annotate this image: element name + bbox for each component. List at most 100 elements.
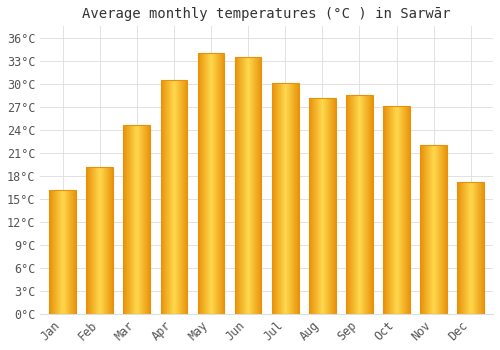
Bar (110, 167, 111, 314)
Bar (218, 53, 219, 314)
Bar (404, 106, 406, 314)
Bar (133, 125, 134, 314)
Bar (459, 182, 460, 314)
Bar (222, 53, 223, 314)
Bar (176, 80, 177, 314)
Bar (86, 167, 87, 314)
Bar (367, 94, 368, 314)
Bar (49, 190, 50, 314)
Bar (323, 98, 324, 314)
Bar (352, 94, 353, 314)
Bar (362, 94, 363, 314)
Bar (281, 83, 282, 314)
Bar (254, 57, 255, 314)
Bar (290, 83, 291, 314)
Bar (251, 57, 252, 314)
Bar (356, 94, 357, 314)
Bar (173, 80, 174, 314)
Bar (351, 94, 352, 314)
Bar (330, 98, 331, 314)
Bar (163, 80, 164, 314)
Bar (365, 94, 366, 314)
Bar (70, 190, 72, 314)
Bar (97, 167, 98, 314)
Bar (139, 125, 140, 314)
Bar (245, 57, 246, 314)
Bar (470, 182, 471, 314)
Bar (483, 182, 484, 314)
Bar (248, 57, 249, 314)
Bar (168, 80, 169, 314)
Bar (438, 145, 439, 314)
Bar (395, 106, 396, 314)
Bar (354, 94, 355, 314)
Bar (324, 98, 325, 314)
Bar (383, 106, 410, 314)
Bar (361, 94, 362, 314)
Bar (309, 98, 336, 314)
Bar (403, 106, 404, 314)
Bar (256, 57, 257, 314)
Bar (465, 182, 466, 314)
Bar (383, 106, 384, 314)
Bar (92, 167, 93, 314)
Bar (127, 125, 128, 314)
Bar (426, 145, 427, 314)
Bar (241, 57, 242, 314)
Bar (140, 125, 141, 314)
Bar (334, 98, 335, 314)
Bar (72, 190, 74, 314)
Bar (458, 182, 484, 314)
Bar (386, 106, 387, 314)
Bar (433, 145, 434, 314)
Bar (390, 106, 391, 314)
Bar (277, 83, 278, 314)
Bar (170, 80, 171, 314)
Bar (186, 80, 188, 314)
Bar (285, 83, 286, 314)
Bar (393, 106, 394, 314)
Bar (179, 80, 180, 314)
Bar (214, 53, 215, 314)
Bar (210, 53, 211, 314)
Bar (255, 57, 256, 314)
Bar (420, 145, 421, 314)
Bar (169, 80, 170, 314)
Bar (220, 53, 221, 314)
Bar (107, 167, 108, 314)
Bar (143, 125, 144, 314)
Bar (274, 83, 275, 314)
Bar (52, 190, 53, 314)
Bar (364, 94, 365, 314)
Bar (58, 190, 59, 314)
Bar (249, 57, 250, 314)
Bar (402, 106, 403, 314)
Bar (86, 167, 113, 314)
Bar (261, 57, 262, 314)
Bar (283, 83, 284, 314)
Bar (259, 57, 260, 314)
Bar (311, 98, 312, 314)
Bar (166, 80, 167, 314)
Bar (223, 53, 224, 314)
Bar (101, 167, 102, 314)
Bar (253, 57, 254, 314)
Bar (149, 125, 150, 314)
Bar (289, 83, 290, 314)
Bar (318, 98, 319, 314)
Bar (74, 190, 76, 314)
Bar (475, 182, 476, 314)
Bar (370, 94, 371, 314)
Bar (291, 83, 292, 314)
Bar (89, 167, 90, 314)
Bar (350, 94, 351, 314)
Bar (63, 190, 64, 314)
Bar (473, 182, 474, 314)
Bar (60, 190, 61, 314)
Bar (135, 125, 136, 314)
Bar (288, 83, 289, 314)
Bar (250, 57, 251, 314)
Bar (444, 145, 445, 314)
Bar (315, 98, 316, 314)
Bar (180, 80, 182, 314)
